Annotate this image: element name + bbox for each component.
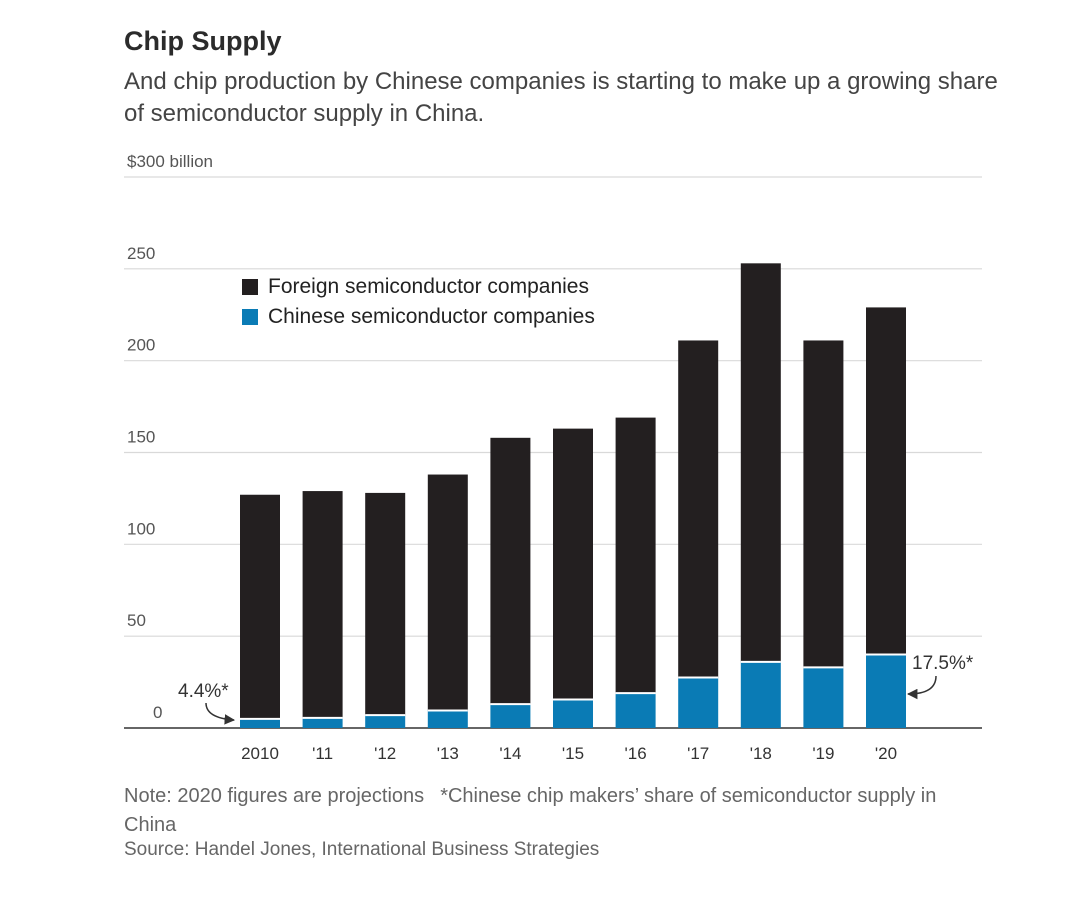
stacked-bar-chart: 0 50 100 150 200 250 $300 billion 2010 '11 '12 '13…: [124, 152, 982, 763]
bar-foreign-0: [240, 494, 280, 719]
bar-chinese-6: [615, 693, 656, 728]
bar-foreign-6: [615, 417, 656, 694]
y-tick-label: 100: [127, 519, 155, 538]
x-tick-label: '11: [312, 744, 333, 763]
note-text: Note: 2020 figures are projections: [124, 785, 425, 807]
bar-foreign-5: [553, 428, 593, 700]
x-tick-label: '15: [562, 744, 584, 763]
annotation-2020-share: 17.5%*: [912, 653, 974, 674]
chart-source: Source: Handel Jones, International Busi…: [124, 839, 600, 860]
bar-chinese-9: [803, 667, 844, 728]
legend-swatch-foreign: [242, 279, 258, 295]
y-tick-label: 200: [127, 336, 155, 355]
bar-chinese-3: [427, 710, 468, 728]
chart-note: Note: 2020 figures are projections *Chine…: [124, 782, 964, 840]
y-axis-unit-label: $300 billion: [127, 152, 213, 171]
bar-chinese-7: [678, 677, 719, 728]
bar-chinese-2: [365, 715, 406, 728]
bar-foreign-8: [740, 263, 781, 662]
bar-chinese-4: [490, 704, 531, 728]
x-tick-label: 2010: [241, 744, 279, 763]
y-tick-label-zero: 0: [153, 703, 162, 722]
bar-foreign-3: [427, 474, 468, 711]
annotation-2010-share: 4.4%*: [178, 681, 229, 702]
bar-foreign-1: [302, 491, 343, 718]
chart-title: Chip Supply: [124, 26, 282, 56]
bar-foreign-2: [365, 492, 406, 716]
x-tick-label: '20: [875, 744, 897, 763]
bar-chinese-5: [553, 699, 593, 728]
annotation-arrow-2020: [906, 675, 937, 700]
bar-chinese-0: [240, 718, 280, 728]
x-tick-label: '14: [499, 744, 521, 763]
x-tick-label: '17: [687, 744, 709, 763]
bar-foreign-10: [866, 307, 906, 655]
legend-swatch-chinese: [242, 309, 258, 325]
legend-label-chinese: Chinese semiconductor companies: [268, 305, 595, 328]
chart-subtitle: And chip production by Chinese companies…: [124, 68, 998, 127]
x-tick-label: '12: [374, 744, 396, 763]
bar-foreign-7: [678, 340, 719, 678]
footnote-text: *Chinese chip makers’ share of semicondu…: [124, 785, 937, 836]
y-tick-label: 50: [127, 611, 146, 630]
x-tick-label: '13: [437, 744, 459, 763]
bar-chinese-10: [866, 654, 906, 728]
bar-chinese-1: [302, 717, 343, 728]
bar-foreign-4: [490, 437, 531, 705]
x-tick-label: '18: [750, 744, 772, 763]
y-tick-label: 150: [127, 428, 155, 447]
x-tick-label: '16: [625, 744, 647, 763]
y-tick-label: 250: [127, 244, 155, 263]
bar-foreign-9: [803, 340, 844, 668]
legend-label-foreign: Foreign semiconductor companies: [268, 275, 589, 298]
annotation-arrow-2010: [205, 702, 236, 725]
bar-chinese-8: [740, 661, 781, 728]
x-tick-label: '19: [812, 744, 834, 763]
